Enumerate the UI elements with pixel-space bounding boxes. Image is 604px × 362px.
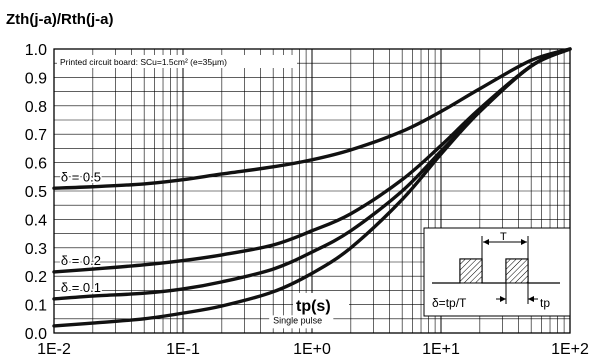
series-labels: δ = 0.5 δ = 0.2 δ = 0.1 Single pulse bbox=[59, 168, 334, 329]
tp-arrowhead-right bbox=[528, 296, 534, 302]
duty-formula: δ=tp/T bbox=[432, 296, 467, 310]
xlabel-box: tp(s) bbox=[293, 293, 349, 317]
y-tick-label: 0.8 bbox=[25, 99, 47, 116]
series-line-0 bbox=[52, 47, 572, 190]
pulse-1-hatch bbox=[459, 258, 483, 284]
duty-cycle-inset: T δ=tp/T tp bbox=[423, 227, 571, 317]
y-tick-label: 0.4 bbox=[25, 212, 47, 229]
series-label-0: δ = 0.5 bbox=[61, 169, 101, 184]
y-axis-ticks: 0.0 0.1 0.2 0.3 0.4 0.5 0.6 0.7 0.8 0.9 1.0 bbox=[25, 42, 47, 343]
y-tick-label: 0.2 bbox=[25, 269, 47, 286]
series-line-1 bbox=[52, 47, 572, 274]
x-axis-label: tp(s) bbox=[296, 298, 331, 315]
series-label-1: δ = 0.2 bbox=[61, 253, 101, 268]
board-note: Printed circuit board: SCu=1.5cm² (e=35µ… bbox=[60, 57, 227, 67]
period-arrowhead-right bbox=[521, 239, 527, 245]
x-tick-label: 1E+2 bbox=[551, 341, 589, 358]
series-label-3: Single pulse bbox=[273, 315, 322, 325]
x-tick-label: 1E+0 bbox=[293, 341, 331, 358]
series-group bbox=[52, 47, 572, 328]
x-tick-label: 1E-2 bbox=[37, 341, 71, 358]
y-tick-label: 0.0 bbox=[25, 326, 47, 343]
y-tick-label: 0.6 bbox=[25, 156, 47, 173]
x-tick-label: 1E+1 bbox=[422, 341, 460, 358]
y-tick-label: 0.3 bbox=[25, 241, 47, 258]
series-line-3 bbox=[52, 47, 572, 328]
y-tick-label: 0.7 bbox=[25, 127, 47, 144]
period-label: T bbox=[500, 231, 507, 243]
x-tick-label: 1E-1 bbox=[166, 341, 200, 358]
board-note-box: Printed circuit board: SCu=1.5cm² (e=35µ… bbox=[57, 55, 297, 68]
y-tick-label: 0.9 bbox=[25, 70, 47, 87]
xlabel-background bbox=[293, 293, 349, 317]
period-arrowhead-left bbox=[483, 239, 489, 245]
chart-title: Zth(j-a)/Rth(j-a) bbox=[6, 11, 113, 28]
y-tick-label: 0.5 bbox=[25, 184, 47, 201]
tp-arrowhead-left bbox=[500, 296, 506, 302]
board-note-background bbox=[57, 55, 297, 68]
series-label-2: δ = 0.1 bbox=[61, 280, 101, 295]
y-tick-label: 1.0 bbox=[25, 42, 47, 59]
inset-background bbox=[423, 227, 571, 317]
plot-frame bbox=[53, 48, 571, 334]
pulse-width-label: tp bbox=[540, 296, 550, 310]
x-axis-ticks: 1E-2 1E-1 1E+0 1E+1 1E+2 bbox=[37, 341, 589, 358]
y-tick-label: 0.1 bbox=[25, 298, 47, 315]
series-label-background bbox=[269, 315, 334, 329]
pulse-2-hatch bbox=[505, 258, 529, 284]
